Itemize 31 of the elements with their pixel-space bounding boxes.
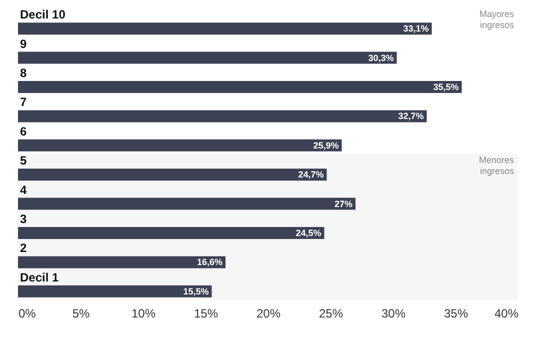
x-tick-label: 5% — [72, 306, 90, 320]
y-tick-label: 6 — [20, 124, 27, 138]
x-tick-label: 40% — [494, 306, 519, 320]
y-tick-label: 3 — [20, 212, 27, 226]
y-tick-label: Decil 1 — [20, 270, 60, 284]
data-label: 35,5% — [433, 82, 459, 92]
x-tick-label: 25% — [318, 306, 344, 320]
data-label: 30,3% — [368, 52, 394, 63]
data-label: 32,7% — [398, 111, 424, 122]
x-tick-label: 35% — [444, 306, 468, 320]
data-label: 27% — [334, 198, 352, 209]
x-tick-label: 10% — [131, 306, 156, 320]
x-tick-label: 0% — [18, 306, 36, 320]
y-tick-label: Decil 10 — [20, 8, 66, 22]
data-label: 15,5% — [183, 286, 209, 296]
y-tick-label: 9 — [20, 36, 27, 51]
data-label: 24,5% — [296, 228, 322, 238]
data-label: 16,6% — [196, 257, 222, 268]
y-tick-label: 7 — [20, 95, 27, 110]
data-label: 24,7% — [298, 170, 324, 180]
annotation: Mayores ingresos — [479, 9, 514, 30]
data-label: 33,1% — [403, 24, 429, 34]
y-tick-label: 2 — [20, 241, 27, 256]
data-label: 25,9% — [313, 140, 339, 150]
x-tick-label: 20% — [256, 306, 281, 320]
y-tick-label: 4 — [20, 182, 27, 197]
x-tick-label: 30% — [381, 306, 406, 320]
y-tick-label: 8 — [20, 66, 27, 80]
y-tick-label: 5 — [20, 154, 27, 168]
band-label: Menores ingresos — [478, 155, 514, 176]
x-tick-label: 15% — [194, 306, 218, 320]
